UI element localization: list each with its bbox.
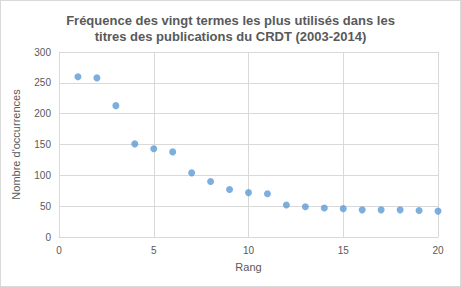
svg-text:15: 15 <box>338 245 350 256</box>
svg-text:Rang: Rang <box>235 261 261 273</box>
svg-text:10: 10 <box>243 245 255 256</box>
svg-text:20: 20 <box>432 245 444 256</box>
svg-text:100: 100 <box>34 170 51 181</box>
svg-text:titres des publications du CRD: titres des publications du CRDT (2003-20… <box>95 29 367 44</box>
svg-text:300: 300 <box>34 47 51 58</box>
svg-text:150: 150 <box>34 139 51 150</box>
svg-text:0: 0 <box>45 232 51 243</box>
svg-text:200: 200 <box>34 108 51 119</box>
svg-text:50: 50 <box>40 201 52 212</box>
svg-text:0: 0 <box>56 245 62 256</box>
svg-text:Fréquence des vingt termes les: Fréquence des vingt termes les plus util… <box>66 13 395 28</box>
svg-text:5: 5 <box>151 245 157 256</box>
svg-text:Nombre d'occurrences: Nombre d'occurrences <box>10 89 22 200</box>
svg-text:250: 250 <box>34 77 51 88</box>
